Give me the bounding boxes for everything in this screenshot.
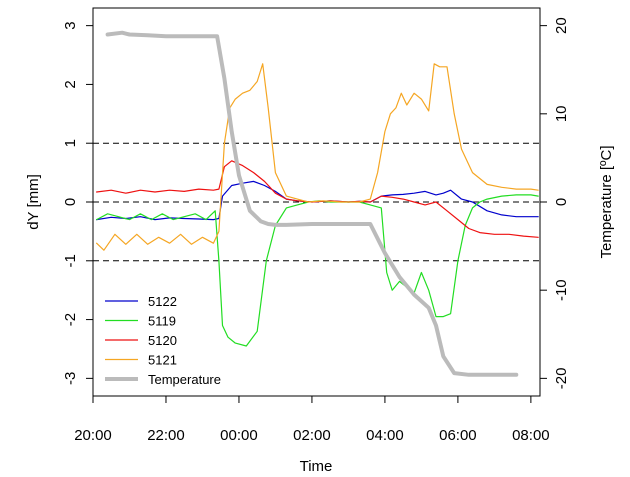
y-axis: -3 -2 -1 0 1 2 3 xyxy=(62,21,93,385)
y2-axis: -20 -10 0 10 20 xyxy=(540,17,570,389)
x-tick-label: 06:00 xyxy=(439,427,477,444)
y-tick-label: 1 xyxy=(62,139,79,147)
x-axis-label: Time xyxy=(300,458,333,475)
series-line-temperature xyxy=(105,30,519,377)
legend-label-5120: 5120 xyxy=(148,333,177,348)
y2-tick-label: 10 xyxy=(553,105,570,122)
y-axis-label: dY [mm] xyxy=(25,174,42,230)
x-tick-label: 02:00 xyxy=(293,427,331,444)
x-axis: 20:00 22:00 00:00 02:00 04:00 06:00 08:00 xyxy=(74,396,550,444)
series-line-5121 xyxy=(95,63,539,251)
y2-tick-label: -10 xyxy=(553,279,570,301)
y2-axis-label: Temperature [ºC] xyxy=(598,145,615,258)
legend: 5122 5119 5120 5121 Temperature xyxy=(105,294,221,387)
x-tick-label: 04:00 xyxy=(366,427,404,444)
y-tick-label: -1 xyxy=(62,254,79,267)
legend-label-5119: 5119 xyxy=(148,314,176,329)
x-tick-label: 20:00 xyxy=(74,427,112,444)
series-layer xyxy=(95,30,539,377)
y2-tick-label: 20 xyxy=(553,17,570,34)
y-tick-label: -2 xyxy=(62,313,79,326)
y-tick-label: 2 xyxy=(62,80,79,88)
legend-label-temperature: Temperature xyxy=(148,372,221,387)
x-tick-label: 22:00 xyxy=(147,427,185,444)
y-tick-label: 3 xyxy=(62,21,79,29)
y-tick-label: -3 xyxy=(62,372,79,385)
x-tick-label: 00:00 xyxy=(220,427,258,444)
y2-tick-label: -20 xyxy=(553,368,570,390)
legend-label-5121: 5121 xyxy=(148,353,177,368)
y2-tick-label: 0 xyxy=(553,198,570,206)
legend-label-5122: 5122 xyxy=(148,294,177,309)
y-tick-label: 0 xyxy=(62,198,79,206)
x-tick-label: 08:00 xyxy=(512,427,550,444)
